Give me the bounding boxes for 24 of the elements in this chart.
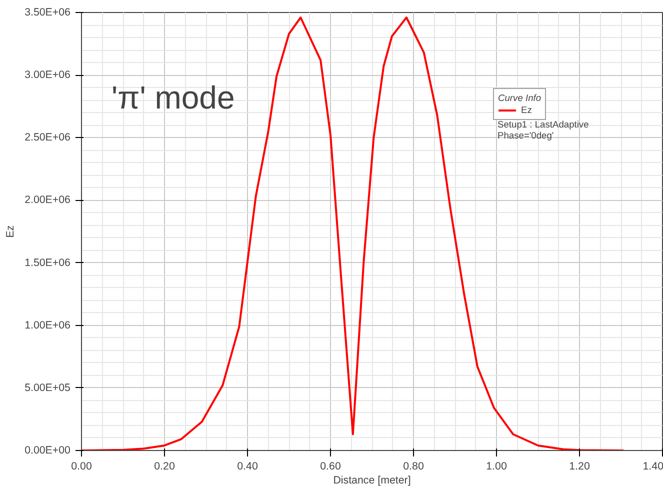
y-tick-label: 3.00E+06 xyxy=(24,69,71,82)
x-tick-label: 1.00 xyxy=(486,460,507,472)
y-tick-label: 2.00E+06 xyxy=(24,194,71,206)
x-tick-label: 0.40 xyxy=(237,460,258,472)
x-tick-label: 0.60 xyxy=(320,460,341,472)
y-tick-label: 3.50E+06 xyxy=(24,6,71,18)
x-tick-label: 1.40 xyxy=(642,460,663,472)
x-axis-title: Distance [meter] xyxy=(333,474,411,486)
x-tick-label: 0.80 xyxy=(403,460,424,472)
x-tick-label: 1.20 xyxy=(569,460,590,472)
y-tick-label: 0.00E+00 xyxy=(24,444,71,456)
annotation: Setup1 : LastAdaptive xyxy=(498,120,589,130)
y-axis-title: Ez xyxy=(4,225,17,238)
y-tick-label: 1.00E+06 xyxy=(24,319,71,332)
legend-title: Curve Info xyxy=(498,93,542,103)
x-tick-label: 0.20 xyxy=(154,460,175,472)
y-tick-label: 2.50E+06 xyxy=(24,132,71,144)
y-tick-label: 5.00E+05 xyxy=(24,382,71,394)
annotation: 'π' mode xyxy=(112,80,235,116)
line-series xyxy=(82,16,624,450)
x-tick-label: 0.00 xyxy=(71,460,92,472)
annotation: Phase='0deg' xyxy=(498,130,554,140)
legend-label: Ez xyxy=(521,105,533,115)
y-tick-label: 1.50E+06 xyxy=(24,256,71,269)
